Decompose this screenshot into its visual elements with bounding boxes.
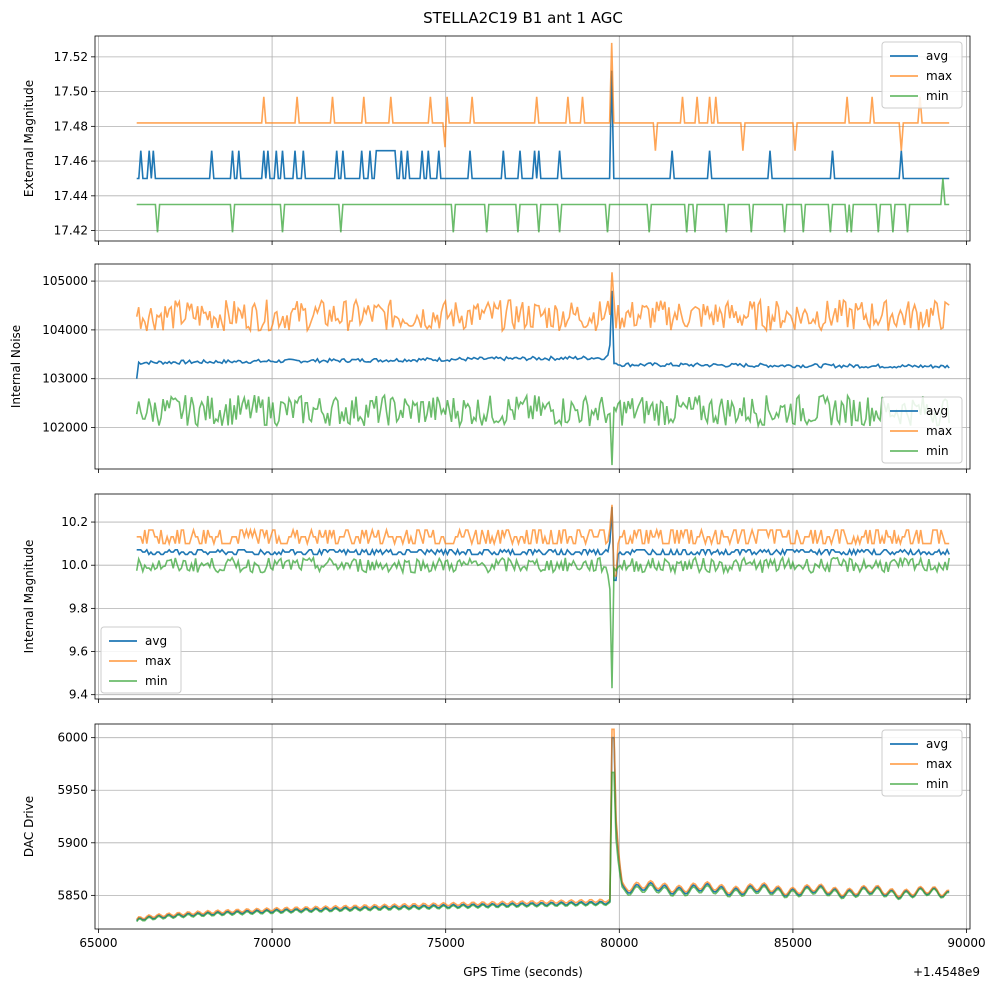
y-tick-label: 6000 bbox=[57, 731, 88, 745]
x-tick-label: 75000 bbox=[427, 936, 465, 950]
legend-label-max: max bbox=[926, 69, 952, 83]
y-tick-label: 9.8 bbox=[69, 601, 88, 615]
y-tick-label: 5850 bbox=[57, 888, 88, 902]
legend-label-avg: avg bbox=[926, 49, 948, 63]
legend-label-min: min bbox=[926, 777, 949, 791]
series-line-min bbox=[135, 555, 950, 689]
legend-box bbox=[881, 729, 963, 797]
legend-box bbox=[100, 626, 182, 694]
figure-title: STELLA2C19 B1 ant 1 AGC bbox=[423, 9, 623, 27]
y-axis-label: External Magnitude bbox=[22, 80, 36, 197]
legend: avg max min bbox=[881, 729, 963, 797]
y-tick-label: 104000 bbox=[42, 323, 88, 337]
series-line-max bbox=[136, 504, 950, 577]
y-tick-label: 10.2 bbox=[61, 515, 88, 529]
y-tick-label: 17.42 bbox=[54, 224, 88, 238]
y-tick-label: 17.52 bbox=[54, 50, 88, 64]
series-line-avg bbox=[136, 506, 950, 582]
series-line-avg bbox=[136, 736, 950, 922]
panels: 17.42 17.44 17.46 17.48 17.50 17.52 External M… bbox=[9, 35, 986, 950]
legend-label-avg: avg bbox=[926, 404, 948, 418]
x-axis-label: GPS Time (seconds) bbox=[463, 965, 583, 979]
x-tick-label: 85000 bbox=[774, 936, 812, 950]
panel-2: 102000 103000 104000 105000 Internal Noise av… bbox=[9, 263, 971, 473]
series-line-avg bbox=[136, 70, 950, 180]
legend-box bbox=[881, 41, 963, 109]
x-axis-offset-label: +1.4548e9 bbox=[913, 965, 980, 979]
y-tick-label: 105000 bbox=[42, 274, 88, 288]
legend: avg max min bbox=[881, 41, 963, 109]
y-tick-label: 9.6 bbox=[69, 645, 88, 659]
y-axis-label: Internal Noise bbox=[9, 325, 23, 408]
series-line-min bbox=[135, 392, 950, 466]
y-tick-label: 9.4 bbox=[69, 688, 88, 702]
series-line-max bbox=[136, 728, 950, 920]
y-tick-label: 17.46 bbox=[54, 154, 88, 168]
panel-4: 65000 70000 75000 80000 85000 90000 5850 5900 59… bbox=[22, 723, 986, 950]
legend-label-max: max bbox=[926, 757, 952, 771]
series-line-min bbox=[136, 178, 950, 233]
y-tick-label: 10.0 bbox=[61, 558, 88, 572]
y-tick-label: 103000 bbox=[42, 372, 88, 386]
x-tick-label: 80000 bbox=[600, 936, 638, 950]
series-line-max bbox=[135, 272, 950, 334]
plot-frame bbox=[94, 723, 971, 930]
plot-frame bbox=[94, 263, 971, 470]
y-axis-label: DAC Drive bbox=[22, 796, 36, 857]
y-tick-label: 102000 bbox=[42, 421, 88, 435]
series-line-avg bbox=[135, 290, 950, 379]
y-tick-label: 17.44 bbox=[54, 189, 88, 203]
plot-frame bbox=[94, 493, 971, 700]
x-tick-label: 65000 bbox=[79, 936, 117, 950]
y-tick-label: 5950 bbox=[57, 783, 88, 797]
x-tick-label: 90000 bbox=[947, 936, 985, 950]
legend-label-min: min bbox=[926, 89, 949, 103]
y-tick-label: 5900 bbox=[57, 836, 88, 850]
series-line-max bbox=[136, 42, 950, 151]
legend-label-max: max bbox=[145, 654, 171, 668]
legend-label-min: min bbox=[926, 444, 949, 458]
legend-box bbox=[881, 396, 963, 464]
legend-label-avg: avg bbox=[926, 737, 948, 751]
legend: avg max min bbox=[881, 396, 963, 464]
y-axis-label: Internal Magnitude bbox=[22, 540, 36, 654]
legend-label-avg: avg bbox=[145, 634, 167, 648]
plot-frame bbox=[94, 35, 971, 242]
legend-label-min: min bbox=[145, 674, 168, 688]
panel-3: 9.4 9.6 9.8 10.0 10.2 Internal Magnitude avg ma… bbox=[22, 493, 971, 703]
legend: avg max min bbox=[100, 626, 182, 694]
y-tick-label: 17.50 bbox=[54, 85, 88, 99]
panel-1: 17.42 17.44 17.46 17.48 17.50 17.52 External M… bbox=[22, 35, 971, 245]
series-line-min bbox=[136, 771, 950, 923]
y-tick-label: 17.48 bbox=[54, 119, 88, 133]
legend-label-max: max bbox=[926, 424, 952, 438]
x-tick-label: 70000 bbox=[253, 936, 291, 950]
